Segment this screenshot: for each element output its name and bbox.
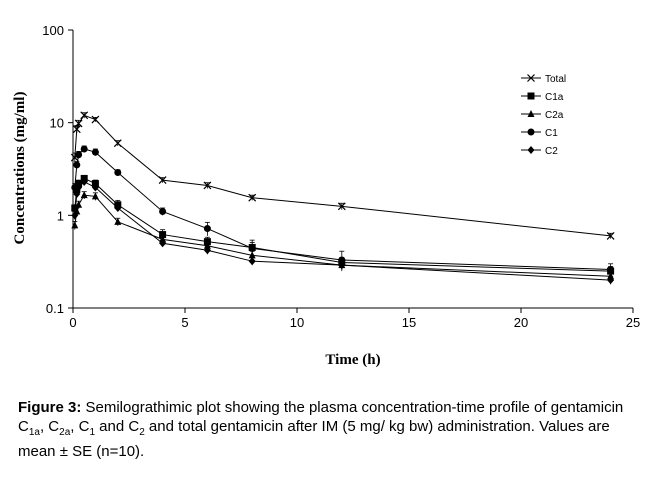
- data-point-x: [248, 193, 257, 202]
- legend-entry-c2: C2: [521, 146, 558, 157]
- data-point-triangle: [80, 191, 88, 199]
- data-point-diamond: [248, 257, 256, 266]
- legend-entry-c1: C1: [521, 128, 558, 139]
- y-axis-label: Concentrations (mg/ml): [12, 92, 28, 245]
- x-axis-label: Time (h): [325, 352, 380, 368]
- data-point-circle: [527, 128, 535, 136]
- data-point-x: [113, 139, 122, 148]
- data-point-diamond: [338, 261, 346, 270]
- caption-subscript: 2a: [59, 427, 71, 438]
- data-point-circle: [159, 207, 167, 215]
- data-point-diamond: [114, 203, 122, 212]
- data-point-diamond: [159, 239, 167, 248]
- legend-entry-c1a: C1a: [521, 92, 564, 103]
- x-tick-label: 5: [181, 315, 188, 330]
- data-point-triangle: [114, 217, 122, 225]
- data-point-diamond: [203, 246, 211, 255]
- data-point-triangle: [75, 200, 83, 208]
- figure-caption: Figure 3: Semilograthimic plot showing t…: [18, 398, 648, 461]
- data-point-triangle: [71, 221, 79, 229]
- caption-fragment: and total gentamicin after IM (5 mg/ kg …: [18, 418, 610, 460]
- series-c2: [71, 177, 615, 285]
- figure-label: Figure 3:: [18, 399, 82, 416]
- data-point-triangle: [527, 110, 535, 117]
- caption-text: Semilograthimic plot showing the plasma …: [18, 399, 623, 460]
- x-tick-label: 0: [69, 315, 76, 330]
- caption-subscript: 2: [139, 427, 145, 438]
- caption-subscript: 1a: [28, 427, 40, 438]
- data-point-x: [527, 74, 535, 82]
- data-point-square: [159, 231, 167, 239]
- legend-label: Total: [545, 74, 566, 85]
- data-point-circle: [75, 151, 83, 159]
- x-tick-label: 15: [402, 315, 416, 330]
- data-point-x: [158, 176, 167, 185]
- data-point-diamond: [75, 183, 83, 192]
- data-point-circle: [338, 256, 346, 264]
- data-point-triangle: [91, 192, 99, 200]
- caption-fragment: , C: [70, 418, 90, 435]
- data-point-x: [74, 119, 83, 128]
- data-point-triangle: [159, 235, 167, 243]
- legend-entry-total: Total: [521, 74, 566, 85]
- data-point-x: [606, 231, 615, 240]
- chart: 0 5 10 15 20 25 0.1 1 10 100 Total C1a C2a C1 C2 Time…: [12, 23, 640, 368]
- data-point-x: [203, 181, 212, 190]
- caption-fragment: Semilograthimic plot showing the plasma …: [18, 399, 624, 435]
- data-point-diamond: [527, 146, 535, 154]
- caption-subscript: 1: [89, 427, 95, 438]
- caption-fragment: , C: [39, 418, 60, 435]
- data-point-x: [337, 202, 346, 211]
- series-total: [70, 111, 615, 240]
- y-tick-label: 1: [57, 208, 64, 223]
- x-tick-label: 10: [290, 315, 304, 330]
- data-point-circle: [203, 225, 211, 233]
- series-c1: [71, 145, 615, 277]
- data-point-diamond: [80, 177, 88, 186]
- legend-label: C2a: [545, 110, 564, 121]
- data-point-circle: [114, 168, 122, 176]
- x-tick-label: 25: [626, 315, 640, 330]
- data-point-x: [91, 115, 100, 124]
- data-point-diamond: [91, 183, 99, 192]
- data-point-circle: [73, 161, 81, 169]
- legend-label: C1a: [545, 92, 564, 103]
- legend-entry-c2a: C2a: [521, 110, 564, 121]
- data-point-circle: [71, 183, 79, 191]
- caption-fragment: and C: [95, 418, 140, 435]
- data-point-x: [80, 111, 89, 120]
- data-point-x: [72, 125, 81, 134]
- data-point-circle: [607, 266, 615, 274]
- y-tick-label: 100: [42, 23, 64, 38]
- legend-label: C2: [545, 146, 558, 157]
- data-point-circle: [248, 244, 256, 252]
- data-point-circle: [91, 148, 99, 156]
- data-point-square: [527, 92, 535, 100]
- data-point-diamond: [607, 276, 615, 285]
- data-point-circle: [80, 145, 88, 153]
- y-tick-label: 0.1: [46, 301, 64, 316]
- legend-label: C1: [545, 128, 558, 139]
- y-tick-label: 10: [50, 116, 64, 131]
- data-point-diamond: [73, 189, 81, 198]
- data-point-diamond: [71, 211, 79, 220]
- x-tick-label: 20: [514, 315, 528, 330]
